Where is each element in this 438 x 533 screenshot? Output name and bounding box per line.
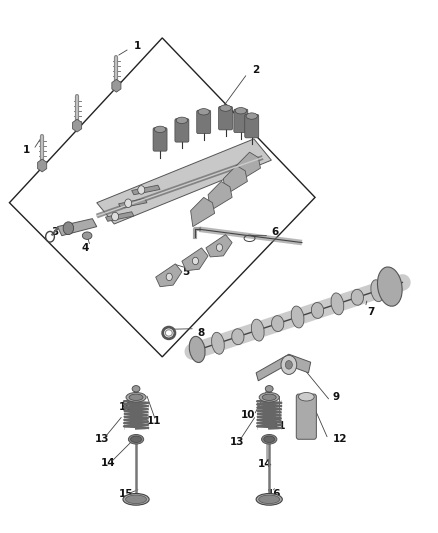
Polygon shape (206, 235, 232, 257)
Ellipse shape (331, 293, 344, 315)
Text: 10: 10 (241, 410, 255, 421)
FancyBboxPatch shape (219, 107, 233, 130)
Circle shape (112, 212, 119, 221)
Text: 8: 8 (197, 328, 205, 338)
Ellipse shape (128, 434, 144, 444)
Circle shape (281, 356, 297, 374)
Ellipse shape (311, 303, 324, 318)
FancyBboxPatch shape (153, 128, 167, 151)
Ellipse shape (378, 267, 402, 306)
Ellipse shape (259, 495, 280, 504)
Polygon shape (73, 119, 81, 132)
Polygon shape (106, 212, 134, 221)
Polygon shape (256, 354, 311, 381)
Circle shape (138, 185, 145, 194)
Polygon shape (97, 139, 272, 224)
Circle shape (216, 244, 223, 251)
Polygon shape (132, 185, 160, 195)
FancyBboxPatch shape (175, 119, 189, 142)
Text: 1: 1 (134, 41, 141, 51)
Text: 4: 4 (81, 243, 89, 253)
FancyBboxPatch shape (234, 109, 248, 133)
Ellipse shape (235, 108, 247, 114)
Ellipse shape (220, 105, 231, 111)
Circle shape (63, 222, 74, 235)
Ellipse shape (371, 280, 384, 302)
Polygon shape (112, 79, 121, 92)
Ellipse shape (246, 113, 258, 119)
Text: 5: 5 (182, 267, 189, 277)
Ellipse shape (256, 494, 283, 505)
Ellipse shape (259, 392, 279, 402)
Ellipse shape (291, 306, 304, 328)
Text: 12: 12 (332, 434, 347, 445)
Text: 13: 13 (95, 434, 109, 445)
Ellipse shape (198, 109, 209, 115)
Ellipse shape (154, 126, 166, 133)
Polygon shape (38, 159, 47, 172)
Text: 9: 9 (332, 392, 339, 402)
Text: 3: 3 (51, 227, 58, 237)
Ellipse shape (82, 232, 92, 239)
Ellipse shape (131, 436, 141, 442)
Ellipse shape (272, 316, 284, 332)
Text: 2: 2 (252, 65, 259, 75)
Polygon shape (237, 152, 261, 181)
Polygon shape (191, 197, 215, 227)
Text: 14: 14 (101, 458, 116, 468)
Circle shape (166, 273, 172, 281)
Ellipse shape (126, 495, 147, 504)
Ellipse shape (189, 336, 205, 362)
Ellipse shape (212, 332, 224, 354)
Circle shape (125, 199, 132, 207)
Text: 16: 16 (267, 489, 282, 499)
Circle shape (286, 361, 292, 369)
Ellipse shape (251, 319, 264, 341)
Circle shape (192, 257, 198, 265)
FancyBboxPatch shape (245, 115, 259, 138)
Ellipse shape (262, 394, 276, 400)
Text: 7: 7 (367, 306, 375, 317)
Text: 15: 15 (119, 489, 133, 499)
Ellipse shape (351, 289, 364, 305)
Ellipse shape (126, 392, 146, 402)
Text: 10: 10 (119, 402, 133, 413)
Text: 11: 11 (147, 416, 162, 426)
Ellipse shape (261, 434, 277, 444)
Text: 13: 13 (230, 437, 244, 447)
Polygon shape (119, 198, 147, 208)
Polygon shape (223, 165, 247, 195)
Ellipse shape (264, 436, 275, 442)
Ellipse shape (129, 394, 143, 400)
Ellipse shape (123, 494, 149, 505)
Polygon shape (57, 219, 97, 236)
Ellipse shape (232, 329, 244, 345)
FancyBboxPatch shape (197, 110, 211, 134)
Polygon shape (182, 248, 208, 271)
Ellipse shape (265, 385, 273, 392)
Ellipse shape (132, 385, 140, 392)
Text: 11: 11 (272, 421, 286, 431)
Ellipse shape (298, 392, 314, 401)
Text: 1: 1 (22, 144, 30, 155)
Text: 6: 6 (272, 227, 279, 237)
Polygon shape (155, 264, 182, 287)
Text: 14: 14 (258, 459, 273, 469)
Polygon shape (208, 181, 232, 211)
FancyBboxPatch shape (296, 394, 316, 439)
Ellipse shape (176, 117, 187, 124)
